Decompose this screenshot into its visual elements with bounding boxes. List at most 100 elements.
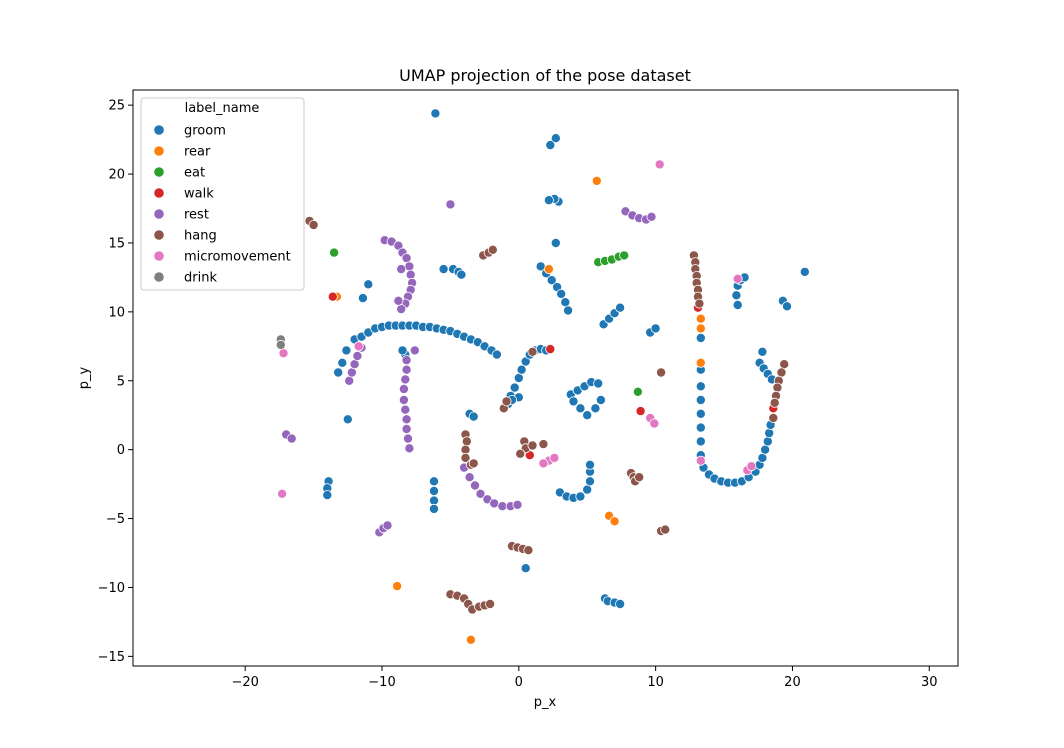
data-point-rest: [346, 367, 357, 378]
data-point-groom: [397, 345, 408, 356]
y-tick-label: 15: [108, 236, 125, 251]
data-point-micromovement: [649, 418, 660, 429]
data-point-rear: [465, 634, 476, 645]
data-point-rear: [609, 516, 620, 527]
legend: label_name groom rear eat walk rest hang micro…: [140, 97, 305, 291]
data-point-groom: [695, 332, 706, 343]
data-point-groom: [363, 279, 374, 290]
legend-box: [140, 97, 305, 291]
data-point-groom: [782, 301, 793, 312]
data-point-groom: [593, 378, 604, 389]
data-point-groom: [438, 264, 449, 275]
data-point-groom: [585, 459, 596, 470]
y-tick-label: 10: [108, 305, 125, 320]
legend-label-eat: eat: [184, 166, 205, 181]
y-tick-label: −10: [98, 581, 125, 596]
data-point-groom: [585, 476, 596, 487]
data-point-hang: [634, 472, 645, 483]
legend-title: label_name: [185, 101, 260, 116]
data-point-groom: [337, 357, 348, 368]
data-point-walk: [635, 406, 646, 417]
data-point-groom: [428, 503, 439, 514]
data-point-rest: [401, 414, 412, 425]
data-point-rest: [445, 199, 456, 210]
data-point-groom: [430, 108, 441, 119]
data-point-groom: [520, 563, 531, 574]
data-point-hang: [694, 298, 705, 309]
data-point-groom: [615, 302, 626, 313]
data-point-groom: [550, 133, 561, 144]
data-point-micromovement: [277, 488, 288, 499]
data-point-rest: [382, 520, 393, 531]
data-point-groom: [764, 428, 775, 439]
data-point-hang: [779, 359, 790, 370]
legend-marker-micromovement: [153, 250, 165, 262]
y-tick-label: 0: [117, 443, 125, 458]
data-point-rest: [352, 350, 363, 361]
legend-marker-walk: [153, 187, 165, 199]
data-point-walk: [545, 344, 556, 355]
data-point-groom: [556, 288, 567, 299]
data-point-hang: [538, 439, 549, 450]
data-point-groom: [322, 490, 333, 501]
data-point-hang: [776, 367, 787, 378]
data-point-hang: [523, 545, 534, 556]
data-point-drink: [275, 339, 286, 350]
data-point-groom: [695, 408, 706, 419]
x-tick-label: −20: [231, 675, 258, 690]
data-point-groom: [342, 414, 353, 425]
data-point-groom: [513, 372, 524, 383]
data-point-micromovement: [549, 452, 560, 463]
legend-marker-rear: [153, 145, 165, 157]
data-point-groom: [560, 297, 571, 308]
data-point-rear: [695, 313, 706, 324]
data-point-groom: [732, 299, 743, 310]
data-point-groom: [545, 140, 556, 151]
data-point-groom: [582, 484, 593, 495]
data-point-groom: [695, 436, 706, 447]
legend-marker-drink: [153, 271, 165, 283]
y-tick-label: −5: [106, 512, 125, 527]
data-point-hang: [487, 244, 498, 255]
y-tick-label: 20: [108, 168, 125, 183]
data-point-rest: [393, 295, 404, 306]
data-point-rest: [405, 269, 416, 280]
x-tick-label: 20: [784, 675, 801, 690]
data-point-micromovement: [654, 159, 665, 170]
data-point-rest: [404, 261, 415, 272]
legend-marker-groom: [153, 124, 165, 136]
data-point-groom: [341, 345, 352, 356]
data-point-hang: [527, 440, 538, 451]
data-point-groom: [760, 444, 771, 455]
data-point-groom: [615, 599, 626, 610]
data-point-rear: [392, 581, 403, 592]
y-tick-label: 5: [117, 374, 125, 389]
legend-label-rest: rest: [184, 208, 209, 223]
data-point-groom: [516, 364, 527, 375]
data-point-rest: [344, 375, 355, 386]
data-point-groom: [357, 293, 368, 304]
data-point-rest: [475, 488, 486, 499]
data-point-groom: [582, 410, 593, 421]
data-point-walk: [327, 291, 338, 302]
legend-label-drink: drink: [184, 271, 217, 286]
data-point-hang: [501, 396, 512, 407]
data-point-groom: [695, 381, 706, 392]
data-point-groom: [575, 403, 586, 414]
data-point-hang: [772, 382, 783, 393]
data-point-rest: [396, 264, 407, 275]
legend-label-hang: hang: [184, 229, 217, 244]
data-point-rest: [401, 423, 412, 434]
data-point-micromovement: [538, 458, 549, 469]
data-point-micromovement: [353, 341, 364, 352]
data-point-rest: [402, 433, 413, 444]
data-point-rest: [512, 499, 523, 510]
legend-marker-hang: [153, 229, 165, 241]
data-point-rear: [543, 264, 554, 275]
data-point-groom: [546, 275, 557, 286]
data-point-groom: [468, 411, 479, 422]
x-tick-label: 10: [647, 675, 664, 690]
data-point-micromovement: [732, 273, 743, 284]
data-point-rest: [398, 394, 409, 405]
data-point-groom: [695, 422, 706, 433]
